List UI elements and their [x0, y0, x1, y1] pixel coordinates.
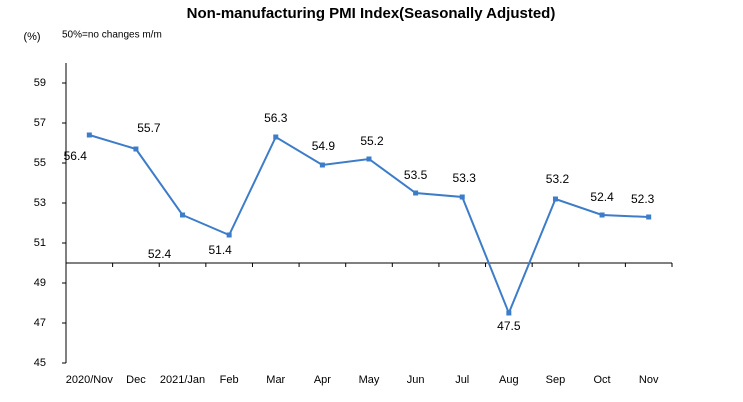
data-label: 52.4	[148, 247, 172, 261]
y-tick-label: 59	[34, 77, 46, 89]
point	[366, 156, 372, 162]
data-label: 56.4	[64, 149, 88, 163]
point	[273, 134, 279, 140]
x-tick-label: Oct	[594, 374, 611, 386]
point	[506, 310, 512, 316]
point	[319, 162, 325, 168]
point	[180, 212, 186, 218]
point	[646, 214, 652, 220]
data-label: 53.2	[546, 172, 570, 186]
point	[552, 196, 558, 202]
x-tick-label: May	[359, 374, 380, 386]
y-tick-label: 51	[34, 237, 46, 249]
chart-title: Non-manufacturing PMI Index(Seasonally A…	[187, 5, 556, 22]
point	[459, 194, 465, 200]
point	[86, 132, 92, 138]
y-tick-label: 45	[34, 357, 46, 369]
line-series	[89, 134, 649, 316]
x-tick-label: Mar	[266, 374, 285, 386]
y-tick-label: 53	[34, 197, 46, 209]
y-tick-label: 55	[34, 157, 46, 169]
data-label: 51.4	[208, 243, 232, 257]
data-label: 53.5	[404, 168, 428, 182]
x-tick-label: Feb	[220, 374, 239, 386]
data-label: 52.3	[631, 192, 655, 206]
x-tick-label: 2021/Jan	[160, 374, 205, 386]
x-tick-label: Nov	[639, 374, 659, 386]
y-axis-label: (%)	[23, 31, 40, 43]
data-label: 56.3	[264, 111, 288, 125]
data-label: 53.3	[453, 171, 477, 185]
point	[599, 212, 605, 218]
x-tick-label: Jun	[407, 374, 425, 386]
x-tick-label: Dec	[126, 374, 146, 386]
data-label: 54.9	[312, 139, 336, 153]
point	[133, 146, 139, 152]
data-label: 47.5	[497, 319, 521, 333]
y-tick-label: 47	[34, 317, 46, 329]
annotation: 50%=no changes m/m	[62, 30, 162, 41]
point	[226, 232, 232, 238]
x-tick-label: Jul	[455, 374, 469, 386]
data-label: 55.7	[137, 121, 161, 135]
x-tick-label: Apr	[314, 374, 331, 386]
x-tick-label: Aug	[499, 374, 519, 386]
data-label: 52.4	[590, 190, 614, 204]
x-tick-label: 2020/Nov	[66, 374, 114, 386]
y-tick-label: 49	[34, 277, 46, 289]
point	[413, 190, 419, 196]
y-tick-label: 57	[34, 117, 46, 129]
data-label: 55.2	[360, 134, 384, 148]
x-tick-label: Sep	[546, 374, 566, 386]
